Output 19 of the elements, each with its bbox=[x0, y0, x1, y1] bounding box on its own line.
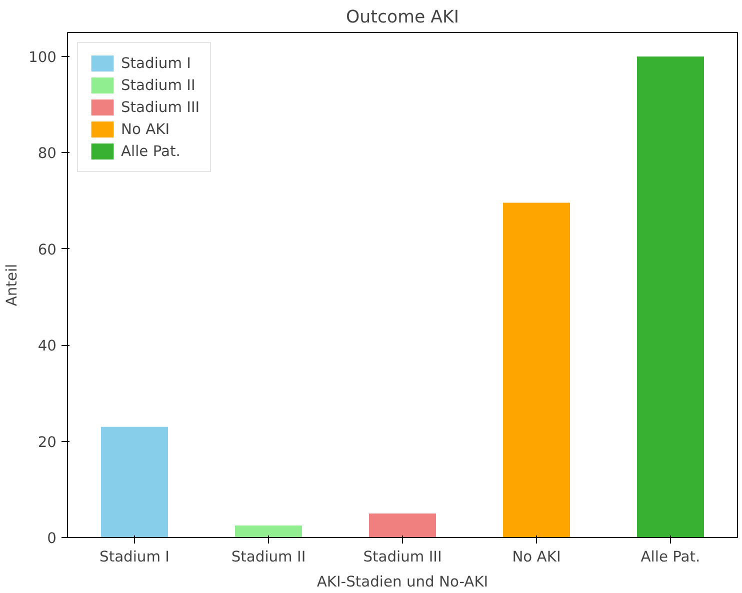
x-tick-label: Alle Pat. bbox=[640, 548, 700, 566]
y-axis-title: Anteil bbox=[4, 264, 21, 306]
y-tick-label: 20 bbox=[38, 434, 57, 451]
chart-title: Outcome AKI bbox=[346, 8, 459, 28]
legend-label: No AKI bbox=[121, 120, 170, 138]
legend-label: Stadium I bbox=[121, 54, 191, 72]
legend-label: Alle Pat. bbox=[121, 142, 180, 160]
legend-label: Stadium III bbox=[121, 98, 200, 116]
y-tick-label: 60 bbox=[38, 241, 57, 258]
legend-label: Stadium II bbox=[121, 76, 196, 94]
y-tick-label: 80 bbox=[38, 145, 57, 162]
x-tick-label: No AKI bbox=[512, 548, 561, 566]
y-tick-label: 40 bbox=[38, 338, 57, 355]
y-tick-label: 0 bbox=[47, 530, 57, 547]
x-tick-label: Stadium I bbox=[100, 548, 170, 566]
x-tick-label: Stadium II bbox=[231, 548, 306, 566]
y-tick-label: 100 bbox=[28, 49, 57, 66]
x-tick-label: Stadium III bbox=[363, 548, 442, 566]
x-axis-title: AKI-Stadien und No-AKI bbox=[316, 574, 488, 590]
